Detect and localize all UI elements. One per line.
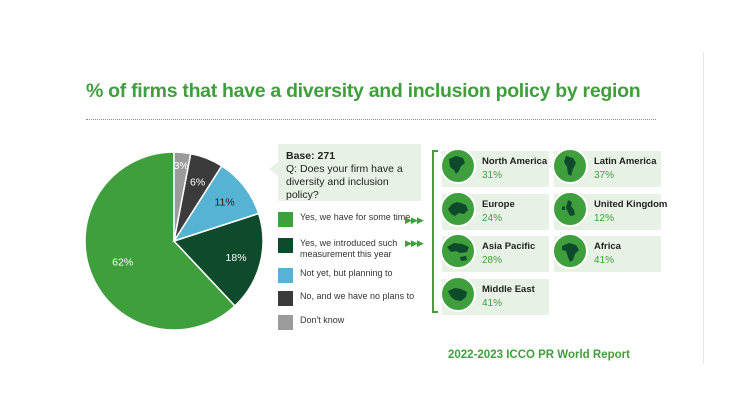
united-kingdom-map-icon xyxy=(552,191,588,227)
legend-item-yes-some-time: Yes, we have for some time xyxy=(278,212,410,227)
legend-label: Yes, we introduced such xyxy=(300,238,398,248)
asia-pacific-map-icon xyxy=(440,233,476,269)
africa-map-icon xyxy=(552,233,588,269)
region-name: Middle East xyxy=(482,284,535,295)
region-value: 24% xyxy=(482,213,503,224)
legend-item-yes-this-year: Yes, we introduced such measurement this … xyxy=(278,238,397,260)
latin-america-map-icon xyxy=(552,148,588,184)
region-name: United Kingdom xyxy=(594,199,668,210)
region-card-africa: Africa 41% xyxy=(552,233,661,272)
region-value: 37% xyxy=(594,170,615,181)
pie-value-label: 62% xyxy=(112,256,133,268)
region-value: 41% xyxy=(594,255,615,266)
region-name: Europe xyxy=(482,199,515,210)
legend-label: Don't know xyxy=(300,315,345,325)
report-footer: 2022-2023 ICCO PR World Report xyxy=(448,349,630,361)
region-card-europe: Europe 24% xyxy=(440,191,549,230)
region-value: 31% xyxy=(482,170,503,181)
pie-slice xyxy=(84,151,236,331)
region-name: Asia Pacific xyxy=(482,241,536,252)
pie-value-label: 18% xyxy=(226,252,247,264)
pie-slice xyxy=(173,151,192,242)
region-card-united-kingdom: United Kingdom 12% xyxy=(552,191,667,230)
question-line-2: diversity and inclusion policy? xyxy=(286,176,389,201)
region-value: 12% xyxy=(594,213,615,224)
middle-east-map-icon xyxy=(440,276,476,312)
pie-value-label: 3% xyxy=(174,160,189,172)
legend-swatch xyxy=(278,238,293,253)
dotted-divider xyxy=(86,119,656,120)
question-box: Base: 271 Q: Does your firm have a diver… xyxy=(269,144,421,201)
legend-label: No, and we have no plans to xyxy=(300,291,415,301)
legend-swatch xyxy=(278,268,293,283)
legend-label-line-2: measurement this year xyxy=(300,249,392,259)
legend-label: Not yet, but planning to xyxy=(300,268,393,278)
region-name: North America xyxy=(482,156,548,167)
region-card-latin-america: Latin America 37% xyxy=(552,148,661,187)
pie-value-label: 11% xyxy=(215,197,235,209)
region-card-asia-pacific: Asia Pacific 28% xyxy=(440,233,549,272)
region-name: Africa xyxy=(594,241,621,252)
arrow-icon: ▶▶▶ xyxy=(405,238,424,248)
legend-item-not-yet: Not yet, but planning to xyxy=(278,268,393,283)
region-bracket xyxy=(432,150,438,313)
region-card-middle-east: Middle East 41% xyxy=(440,276,549,315)
arrow-icon: ▶▶▶ xyxy=(405,215,424,225)
region-value: 28% xyxy=(482,255,503,266)
pie-slice xyxy=(172,212,264,307)
base-label: Base: 271 xyxy=(286,150,336,162)
region-value: 41% xyxy=(482,298,503,309)
europe-map-icon xyxy=(440,191,476,227)
chart-title: % of firms that have a diversity and inc… xyxy=(86,80,641,102)
north-america-map-icon xyxy=(440,148,476,184)
question-line-1: Q: Does your firm have a xyxy=(286,163,403,175)
legend-item-dont-know: Don't know xyxy=(278,315,344,330)
right-divider-line xyxy=(703,52,704,364)
legend-swatch xyxy=(278,212,293,227)
legend-swatch xyxy=(278,315,293,330)
legend-swatch xyxy=(278,291,293,306)
region-card-north-america: North America 31% xyxy=(440,148,549,187)
legend-label: Yes, we have for some time xyxy=(300,212,411,222)
legend-item-no-plans: No, and we have no plans to xyxy=(278,291,414,306)
pie-value-label: 6% xyxy=(190,176,205,188)
region-name: Latin America xyxy=(594,156,657,167)
